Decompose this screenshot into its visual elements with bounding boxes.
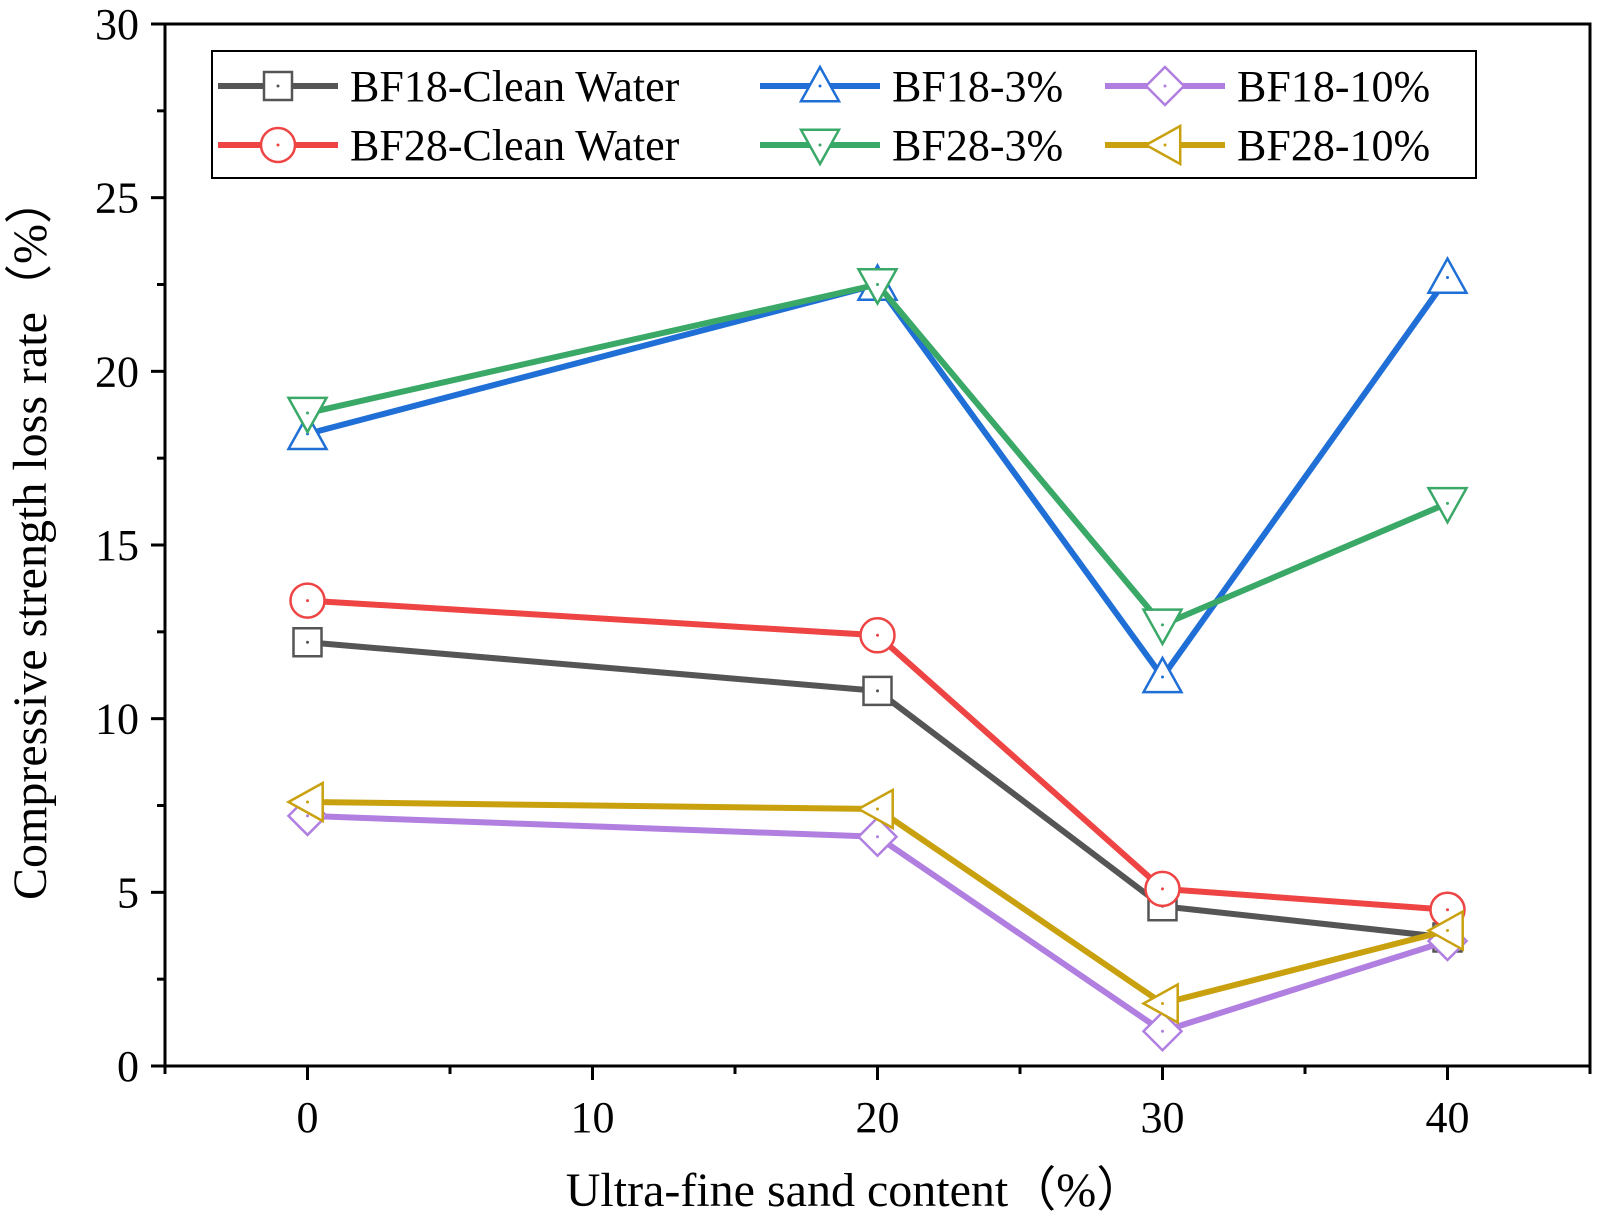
legend-item: BF28-10% xyxy=(1105,121,1430,170)
data-point xyxy=(1140,982,1179,1025)
series-line xyxy=(306,275,1450,680)
data-point-center xyxy=(306,640,309,644)
legend-item: BF18-Clean Water xyxy=(218,62,680,111)
data-point xyxy=(1141,655,1184,694)
axes xyxy=(163,22,1592,1068)
series-line xyxy=(307,639,1448,941)
legend-marker-center xyxy=(1163,84,1167,88)
x-tick-label: 0 xyxy=(297,1093,319,1142)
legend-label: BF18-Clean Water xyxy=(350,62,680,111)
series-bf18-clean-water xyxy=(292,627,1463,953)
data-point-center xyxy=(1446,908,1449,912)
legend-marker-center xyxy=(276,143,280,147)
x-tick-label: 10 xyxy=(571,1093,615,1142)
data-point-center xyxy=(306,411,309,415)
legend-item: BF18-10% xyxy=(1105,62,1430,111)
data-point-center xyxy=(876,835,879,839)
y-tick-label: 10 xyxy=(95,695,139,744)
y-tick-label: 15 xyxy=(95,521,139,570)
legend-label: BF18-10% xyxy=(1237,62,1430,111)
data-point xyxy=(855,787,894,831)
data-point-center xyxy=(876,689,879,693)
y-tick-label: 5 xyxy=(117,868,139,917)
legend-marker-center xyxy=(818,84,822,88)
legend-marker-center xyxy=(276,84,280,88)
x-tick-label: 20 xyxy=(856,1093,900,1142)
legend-item: BF28-3% xyxy=(760,121,1063,170)
data-point-center xyxy=(1446,929,1449,933)
legend-marker xyxy=(798,64,842,103)
x-tick-label: 30 xyxy=(1141,1093,1185,1142)
plot-frame xyxy=(163,22,1592,1068)
legend-box xyxy=(211,50,1477,179)
data-point xyxy=(856,268,899,307)
data-point-center xyxy=(1161,887,1164,891)
data-point xyxy=(285,780,324,824)
data-point-center xyxy=(1446,276,1449,280)
legend-marker xyxy=(1143,123,1182,167)
x-axis-title: Ultra-fine sand content（%） xyxy=(566,1164,1145,1217)
legend-item: BF18-3% xyxy=(760,62,1063,111)
data-point-center xyxy=(876,633,879,637)
series-bf18-10- xyxy=(286,795,1469,1053)
legend-label: BF18-3% xyxy=(892,62,1063,111)
data-point-center xyxy=(1161,675,1164,679)
data-point-center xyxy=(1161,623,1164,627)
data-point xyxy=(1425,909,1464,952)
legend: BF18-Clean Water BF18-3% BF18-10% BF28-Clea… xyxy=(211,50,1477,179)
x-axis-ticks: 0 10 20 30 40 xyxy=(163,1066,1592,1142)
legend-label: BF28-3% xyxy=(892,121,1063,170)
y-tick-label: 20 xyxy=(95,347,139,396)
series-layer xyxy=(285,255,1469,1053)
y-tick-label: 30 xyxy=(95,0,139,49)
y-axis-ticks: 0 5 10 15 20 25 30 xyxy=(95,0,165,1091)
legend-marker-center xyxy=(1163,143,1167,147)
legend-item: BF28-Clean Water xyxy=(218,121,680,170)
data-point-center xyxy=(876,283,879,286)
data-point-center xyxy=(1446,501,1449,505)
y-tick-label: 25 xyxy=(95,174,139,223)
data-point xyxy=(1426,255,1469,295)
legend-marker xyxy=(798,128,842,167)
data-point-center xyxy=(306,814,309,818)
legend-label: BF28-10% xyxy=(1237,121,1430,170)
data-point-center xyxy=(1161,1029,1164,1033)
x-tick-label: 40 xyxy=(1426,1093,1470,1142)
series-bf28-clean-water xyxy=(289,582,1466,928)
series-line xyxy=(307,812,1449,1035)
y-tick-label: 0 xyxy=(117,1042,139,1091)
data-point xyxy=(1426,486,1469,525)
data-point-center xyxy=(876,807,879,811)
data-point-center xyxy=(306,599,309,603)
series-bf28-3- xyxy=(286,268,1469,647)
data-point xyxy=(1141,608,1184,647)
series-line xyxy=(306,281,1449,628)
legend-label: BF28-Clean Water xyxy=(350,121,680,170)
y-axis-title: Compressive strength loss rate（%） xyxy=(4,176,57,900)
legend-marker-center xyxy=(818,143,822,147)
data-point xyxy=(286,396,329,435)
data-point-center xyxy=(1161,1001,1164,1005)
data-point-center xyxy=(306,800,309,804)
series-line xyxy=(307,799,1449,1007)
series-bf28-10- xyxy=(285,780,1464,1025)
series-line xyxy=(307,597,1448,913)
